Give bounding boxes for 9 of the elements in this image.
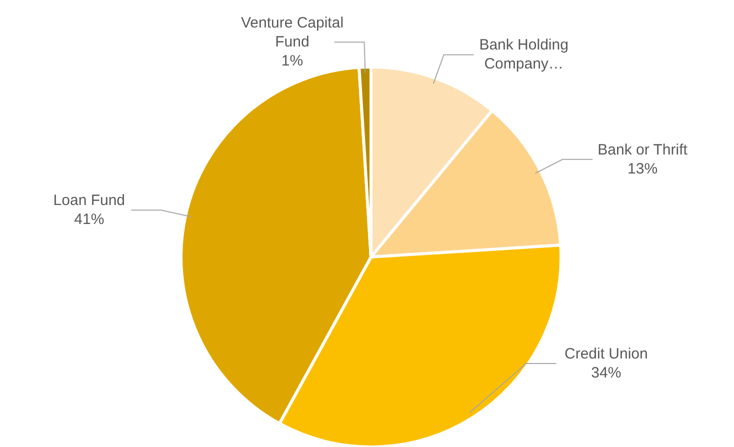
slice-label: Loan Fund [53,192,126,210]
data-label: 13% [628,160,658,178]
slice-label: Venture Capital Fund [240,14,344,51]
slice-label: Bank or Thrift [598,141,688,158]
data-label: 34% [591,364,622,382]
data-label: 1% [281,52,304,70]
slice-label: Credit Union [564,346,648,363]
data-label: 41% [74,211,104,228]
slice-label: Bank Holding Company… [479,36,568,73]
